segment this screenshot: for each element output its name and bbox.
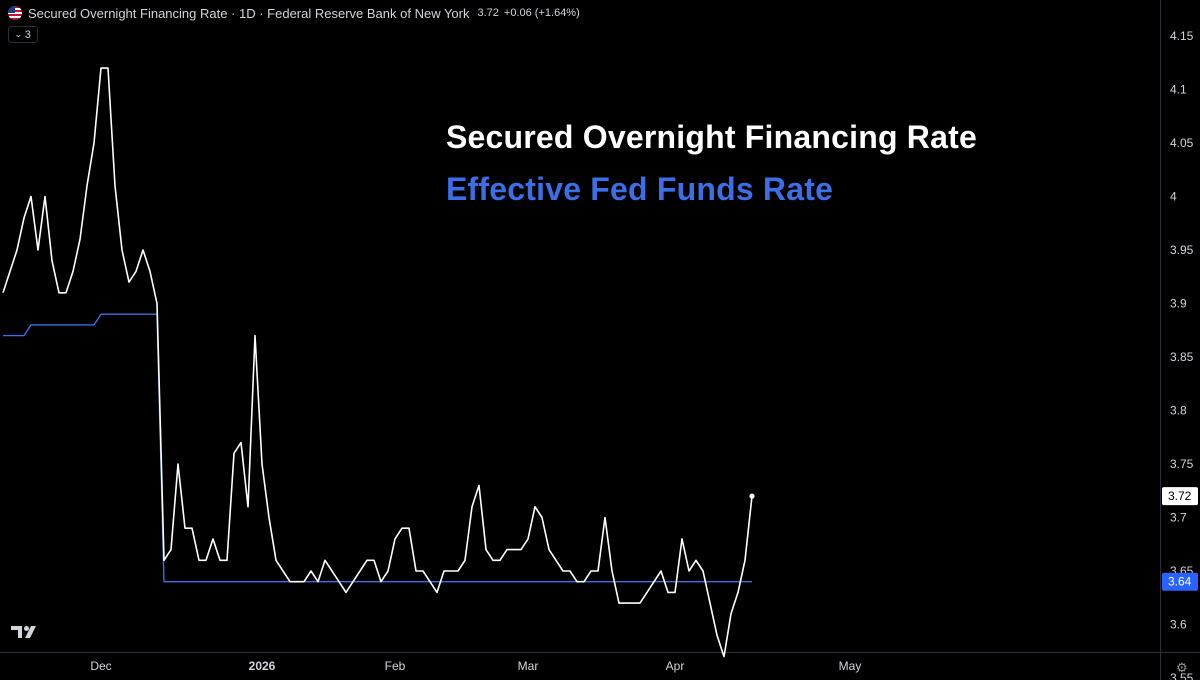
us-flag-icon bbox=[8, 6, 22, 20]
chevron-down-icon: ⌄ bbox=[14, 30, 23, 39]
tradingview-logo-icon[interactable] bbox=[11, 624, 41, 640]
x-tick-label: Dec bbox=[90, 659, 111, 673]
x-tick-label: May bbox=[839, 659, 862, 673]
last-value: 3.72 bbox=[477, 7, 499, 19]
y-tick-label: 4.1 bbox=[1170, 83, 1187, 97]
legend-sofr-label: Secured Overnight Financing Rate bbox=[446, 119, 977, 155]
sofr-line bbox=[2, 67, 753, 658]
x-tick-label: 2026 bbox=[249, 659, 276, 673]
y-tick-label: 3.8 bbox=[1170, 404, 1187, 418]
y-tick-label: 3.7 bbox=[1170, 511, 1187, 525]
chart-header: Secured Overnight Financing Rate · 1D · … bbox=[8, 5, 580, 21]
y-tick-label: 3.55 bbox=[1170, 671, 1194, 680]
y-tick-label: 4.05 bbox=[1170, 136, 1194, 150]
y-tick-label: 3.75 bbox=[1170, 457, 1194, 471]
effr-price-badge-bg bbox=[1162, 572, 1198, 591]
x-tick-label: Apr bbox=[666, 659, 685, 673]
effr-price-badge-text: 3.64 bbox=[1168, 575, 1192, 589]
change-value: +0.06 (+1.64%) bbox=[503, 7, 580, 19]
y-tick-label: 3.6 bbox=[1170, 618, 1187, 632]
symbol-title[interactable]: Secured Overnight Financing Rate · 1D · … bbox=[28, 5, 470, 21]
y-tick-label: 4 bbox=[1170, 190, 1177, 204]
sofr-price-badge-text: 3.72 bbox=[1168, 489, 1192, 503]
effr-price-badge: 3.64 bbox=[1162, 572, 1198, 591]
indicator-count: 3 bbox=[24, 28, 31, 41]
sofr-price-badge: 3.72 bbox=[1162, 487, 1198, 506]
legend-effr-label: Effective Fed Funds Rate bbox=[446, 171, 834, 207]
settings-gear-icon[interactable]: ⚙ bbox=[1176, 660, 1188, 675]
sofr-price-badge-bg bbox=[1162, 487, 1198, 506]
x-tick-label: Mar bbox=[518, 659, 539, 673]
y-tick-label: 3.85 bbox=[1170, 350, 1194, 364]
y-tick-label: 3.95 bbox=[1170, 243, 1194, 257]
indicator-toggle-button[interactable]: ⌄ 3 bbox=[8, 26, 38, 43]
x-tick-label: Feb bbox=[385, 659, 406, 673]
y-tick-label: 4.15 bbox=[1170, 29, 1194, 43]
effr-line bbox=[3, 313, 752, 583]
y-tick-label: 3.9 bbox=[1170, 297, 1187, 311]
sofr-last-point bbox=[749, 493, 755, 499]
